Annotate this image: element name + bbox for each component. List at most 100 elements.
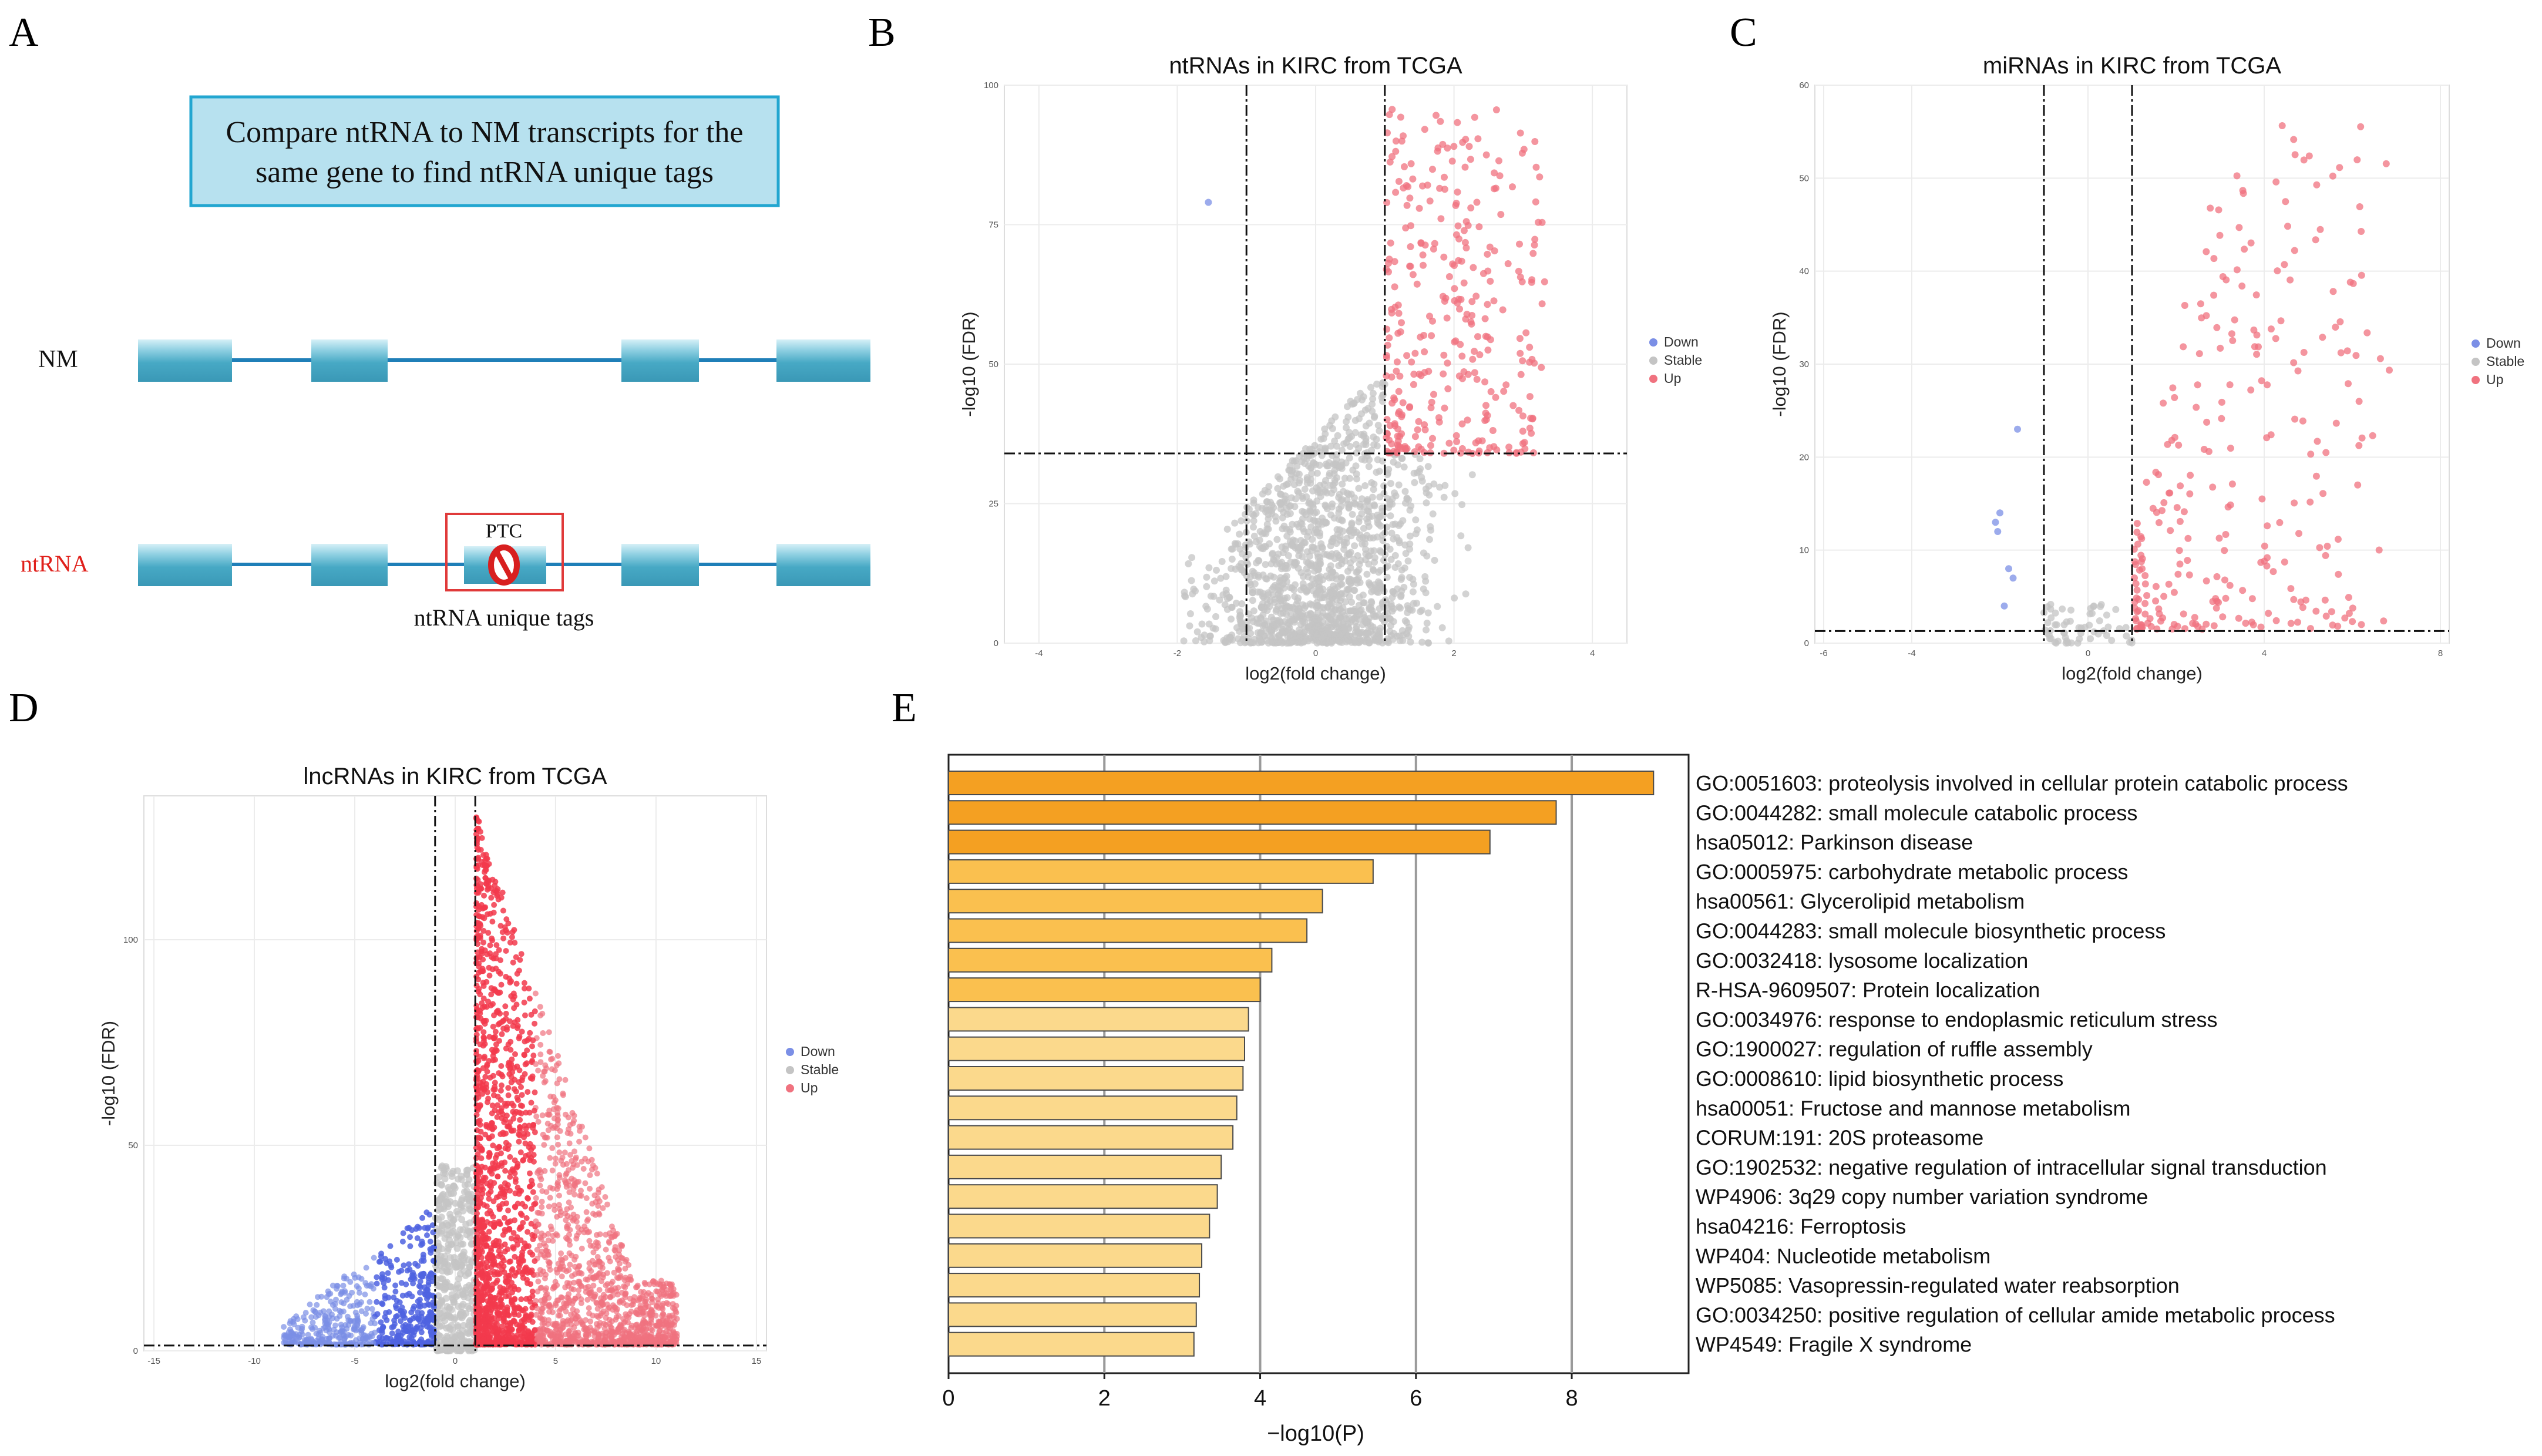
point-down <box>412 1314 418 1320</box>
point-up <box>2345 610 2353 617</box>
point-stable <box>1365 579 1373 587</box>
point-up <box>2290 136 2298 143</box>
point-up <box>1517 129 1524 137</box>
point-stable <box>465 1256 472 1263</box>
point-down <box>385 1270 391 1276</box>
point-stable <box>441 1279 449 1287</box>
point-down <box>341 1275 347 1282</box>
point-up <box>1386 111 1393 119</box>
point-stable <box>1259 530 1266 537</box>
point-down <box>399 1292 406 1299</box>
point-stable <box>1406 532 1414 540</box>
point-up <box>1434 147 1441 155</box>
point-stable <box>1337 590 1344 598</box>
point-stable <box>1303 565 1310 573</box>
point-stable <box>1275 591 1282 598</box>
point-up <box>489 1119 495 1126</box>
point-stable <box>468 1191 475 1198</box>
point-down <box>381 1280 387 1286</box>
point-up <box>1410 371 1418 378</box>
point-down <box>406 1290 412 1297</box>
point-up <box>2272 617 2280 624</box>
point-up <box>1409 271 1417 278</box>
point-stable <box>1313 639 1321 647</box>
x-tick-label: -6 <box>1820 648 1827 658</box>
point-up <box>2210 291 2218 299</box>
point-down <box>314 1302 320 1308</box>
point-stable <box>2097 601 2105 608</box>
legend-marker-down <box>2472 339 2480 348</box>
point-stable <box>1388 529 1396 537</box>
point-up <box>1490 297 1498 305</box>
point-stable <box>1338 446 1346 454</box>
point-up <box>2278 122 2286 129</box>
point-stable <box>435 1173 443 1181</box>
point-up <box>1444 385 1452 392</box>
point-up <box>1440 351 1448 359</box>
point-stable <box>457 1312 465 1319</box>
ntrna-unique-tags-label: ntRNA unique tags <box>414 604 594 631</box>
point-up <box>1493 446 1501 453</box>
point-up <box>1393 358 1401 366</box>
point-down <box>382 1293 388 1299</box>
point-up <box>2277 317 2285 325</box>
point-stable <box>1250 523 1257 531</box>
point-up <box>2250 326 2258 334</box>
y-tick-label: 60 <box>1799 80 1809 90</box>
point-stable <box>1339 527 1347 535</box>
point-stable <box>1257 628 1265 635</box>
point-up <box>1391 283 1398 291</box>
point-up <box>2307 450 2315 458</box>
x-tick-label: 2 <box>1451 648 1456 658</box>
point-down <box>354 1313 361 1319</box>
point-stable <box>1362 422 1370 430</box>
point-up <box>538 1297 544 1304</box>
point-up <box>524 1089 531 1095</box>
point-up <box>583 1195 590 1201</box>
point-up <box>1538 300 1546 308</box>
point-stable <box>465 1318 473 1326</box>
point-up <box>1440 370 1447 378</box>
point-up <box>1500 388 1508 395</box>
point-up <box>1476 351 1484 358</box>
point-stable <box>1370 486 1377 493</box>
point-stable <box>1316 553 1324 561</box>
point-up <box>1388 305 1396 313</box>
point-up <box>2141 610 2149 618</box>
point-stable <box>1316 443 1324 451</box>
point-stable <box>1399 637 1407 644</box>
point-stable <box>1356 611 1363 618</box>
point-up <box>2294 367 2302 375</box>
point-up <box>1392 189 1400 196</box>
point-down <box>398 1280 405 1286</box>
point-down <box>1996 509 2003 517</box>
chart-title: miRNAs in KIRC from TCGA <box>1983 53 2282 79</box>
point-stable <box>1236 530 1243 538</box>
point-stable <box>1336 533 1344 540</box>
point-stable <box>1374 585 1381 593</box>
point-stable <box>1327 608 1335 616</box>
point-down <box>296 1331 302 1338</box>
point-stable <box>1391 489 1398 497</box>
point-stable <box>1310 516 1317 524</box>
point-up <box>1484 250 1491 258</box>
point-down <box>1205 199 1212 206</box>
point-stable <box>1356 593 1363 601</box>
point-up <box>2380 617 2388 625</box>
point-up <box>491 902 497 908</box>
point-stable <box>1360 441 1367 448</box>
point-up <box>2166 489 2174 497</box>
point-stable <box>1303 558 1310 566</box>
point-up <box>1531 241 1538 249</box>
point-stable <box>1237 612 1245 620</box>
point-stable <box>1343 552 1351 559</box>
point-down <box>2014 425 2021 433</box>
point-up <box>1515 267 1522 275</box>
point-up <box>1386 436 1393 444</box>
point-up <box>1519 412 1526 420</box>
point-up <box>1397 328 1404 335</box>
point-stable <box>1256 536 1263 544</box>
point-stable <box>1296 634 1303 642</box>
point-stable <box>1429 510 1437 517</box>
point-down <box>399 1238 406 1245</box>
